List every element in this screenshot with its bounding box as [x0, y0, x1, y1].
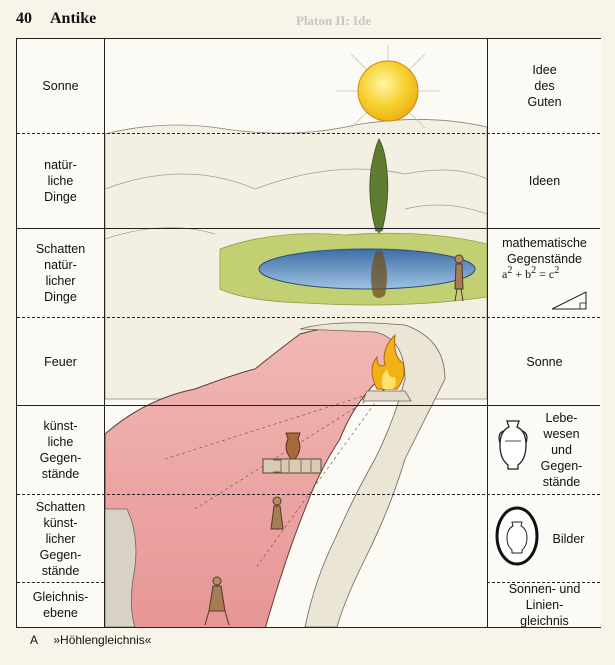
bleed-through-header: Platon II: Ide: [296, 13, 372, 28]
page-header: 40 Antike Platon II: Ide: [16, 6, 615, 34]
carrier-figure-icon: [270, 496, 284, 530]
divider-solid-2: [17, 405, 600, 406]
label-kuenstliche-gegenstaende: künst- liche Gegen- stände: [39, 419, 82, 481]
label-sonne: Sonne: [42, 79, 79, 93]
pond: [258, 248, 476, 290]
cave-illustration: [105, 39, 487, 627]
caption-text: »Höhlengleichnis«: [53, 633, 152, 647]
label-bilder: Bilder: [552, 531, 585, 546]
light-lines: [164, 388, 386, 570]
label-schatten-natuerlicher-dinge: Schatten natür- licher Dinge: [35, 242, 86, 304]
cave-allegory-figure: Sonne natür- liche Dinge Schatten natür-…: [16, 38, 601, 628]
standing-figure-icon: [454, 254, 464, 302]
sun-icon: [357, 60, 419, 122]
tree-reflection: [371, 251, 387, 298]
pythagoras-formula: a2 + b2 = c2: [502, 265, 560, 281]
fire-icon: [362, 333, 412, 402]
divider-dashed-2: [17, 317, 600, 318]
cave-drawing: [105, 45, 487, 627]
prisoner-figure-icon: [204, 576, 230, 626]
carried-objects-wall: [262, 432, 322, 474]
divider-dashed-3: [17, 494, 600, 495]
divider-dashed-1: [17, 133, 600, 134]
label-mathematische-gegenstaende: mathematische Gegenstände: [502, 236, 587, 266]
divider-dashed-left-bottom: [17, 582, 104, 583]
caption-letter: A: [30, 633, 39, 647]
label-sonne-right: Sonne: [526, 354, 563, 369]
bild-oval-icon: [495, 506, 539, 566]
label-gleichnisebene: Gleichnis- ebene: [32, 590, 89, 620]
label-natuerliche-dinge: natür- liche Dinge: [44, 158, 77, 204]
label-schatten-kuenstlicher-gegenstaende: Schatten künst- licher Gegen- stände: [35, 499, 86, 578]
label-feuer: Feuer: [44, 354, 77, 369]
divider-dashed-right-bottom: [487, 582, 600, 583]
divider-solid-1: [17, 228, 600, 229]
label-lebewesen: Lebe- wesen und Gegen- stände: [540, 411, 583, 489]
label-ideen: Ideen: [528, 174, 561, 188]
left-level-column: Sonne natür- liche Dinge Schatten natür-…: [17, 39, 105, 627]
figure-caption: A »Höhlengleichnis«: [30, 633, 151, 647]
right-level-column: Idee des Guten Ideen mathematische Gegen…: [487, 39, 601, 628]
vessel-icon: [285, 432, 301, 460]
label-sonnen-linien-gleichnis: Sonnen- und Linien- gleichnis: [508, 582, 581, 628]
page-title: Antike: [50, 10, 97, 27]
tree-icon: [369, 138, 389, 232]
label-idee-des-guten: Idee des Guten: [527, 63, 562, 109]
amphora-icon: [498, 420, 528, 470]
page-number: 40: [16, 10, 32, 27]
right-triangle-icon: [551, 291, 587, 310]
